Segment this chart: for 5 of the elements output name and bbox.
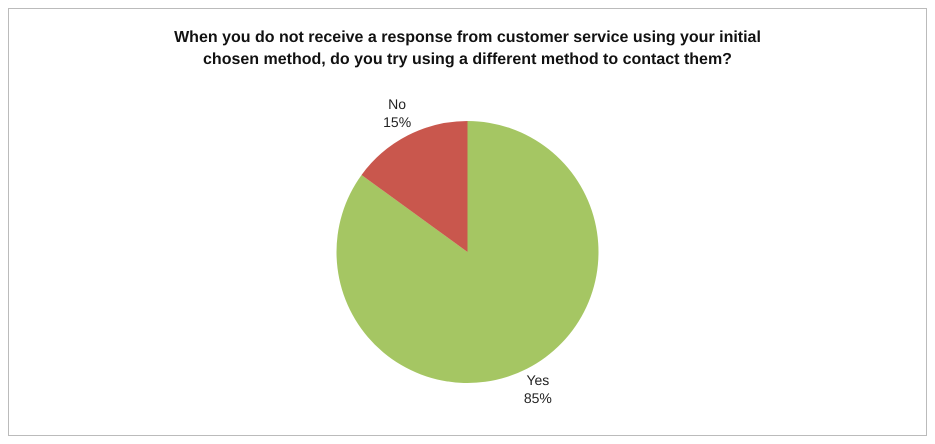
data-label: 15% xyxy=(383,114,412,130)
chart-title: When you do not receive a response from customer service using your initial chosen method, do you try using a different method to contact them? xyxy=(173,28,762,70)
data-label: 85% xyxy=(524,390,552,406)
slice-label: Yes xyxy=(526,372,550,388)
slice-label: No xyxy=(388,96,406,112)
